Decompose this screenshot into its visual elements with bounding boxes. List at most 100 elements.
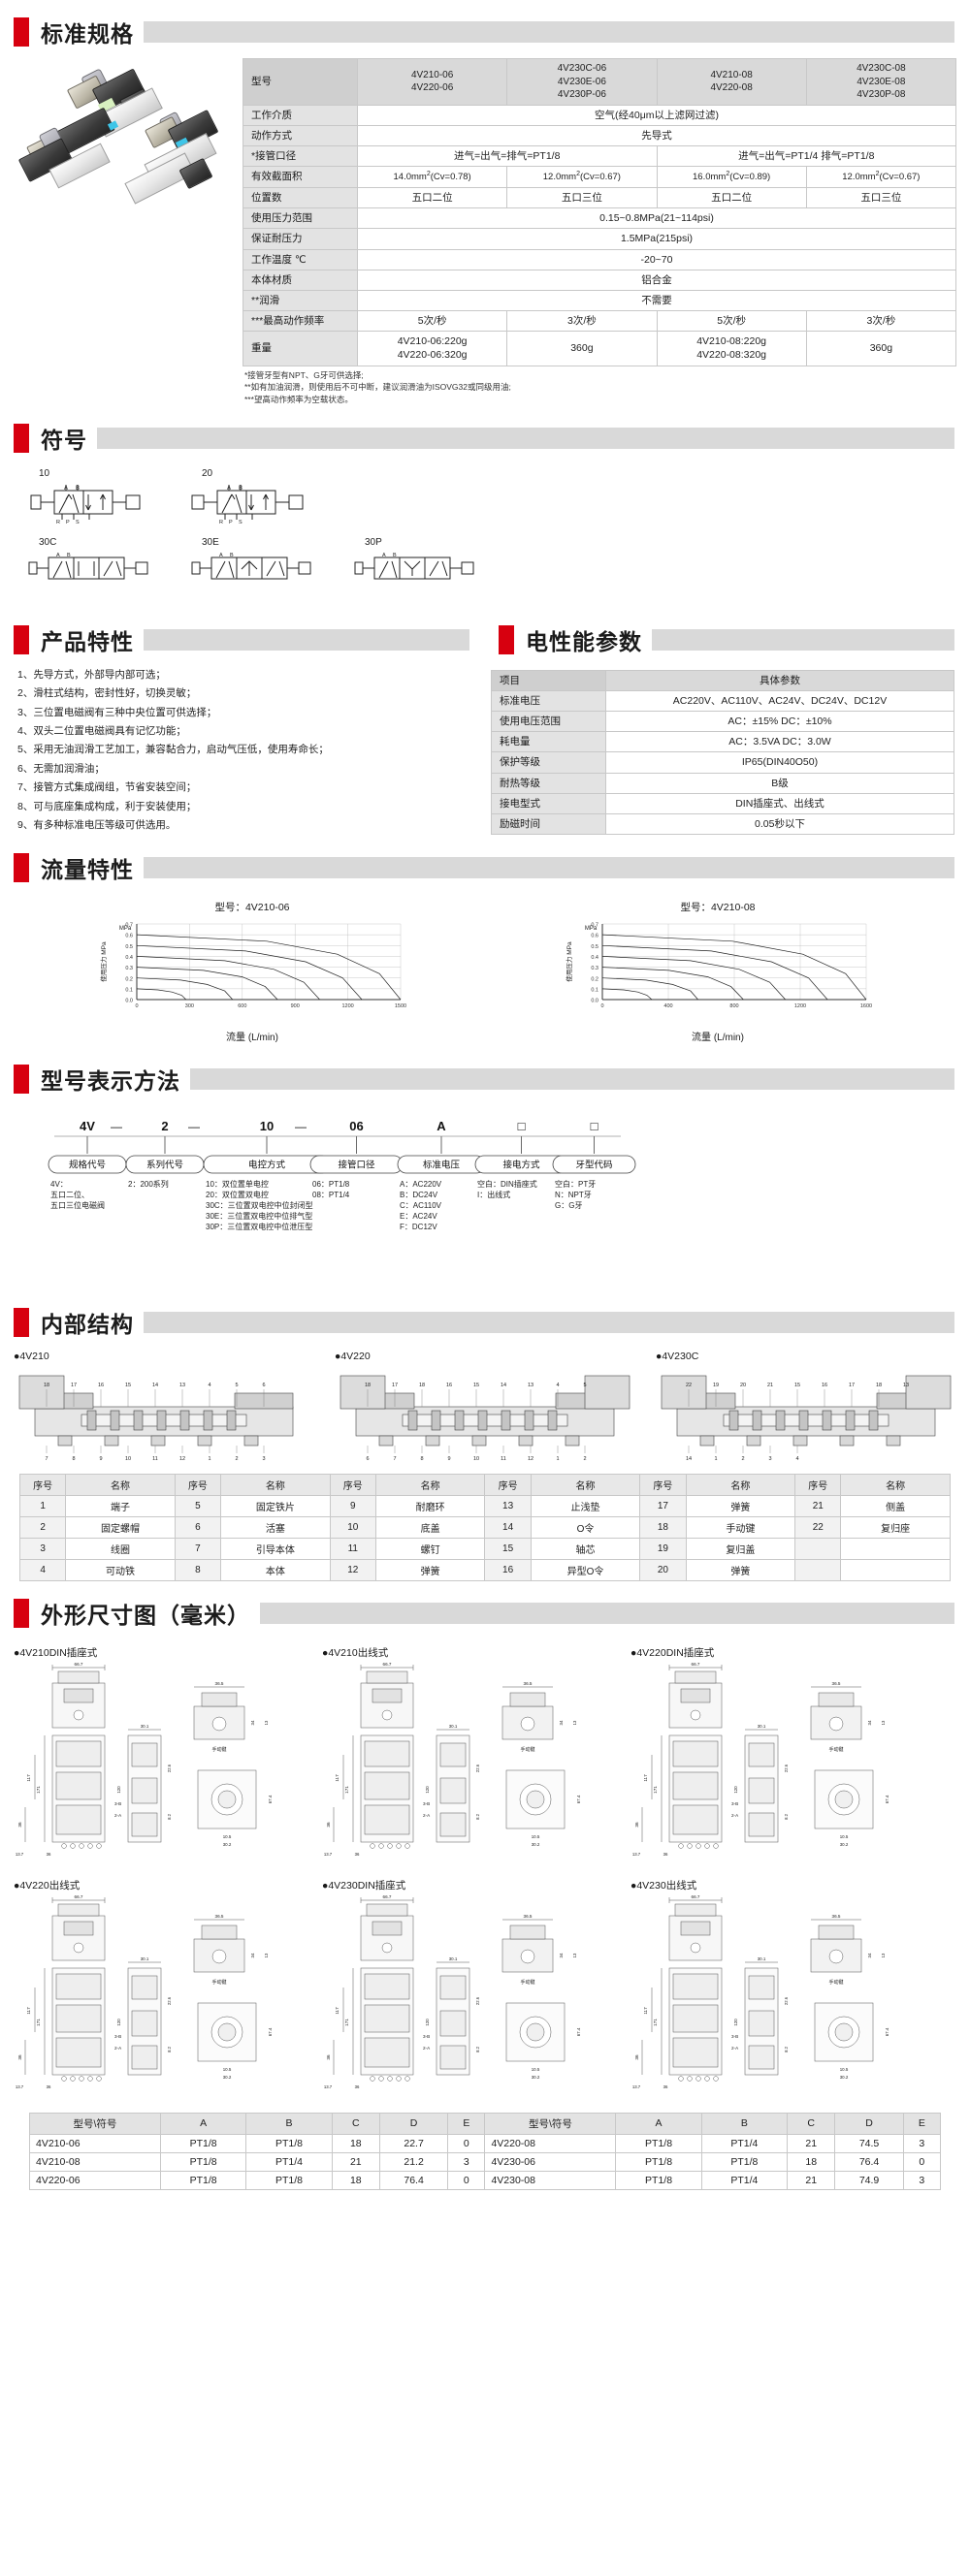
flow-charts: 型号：4V210-06 0.0 0.1 0.2 0.3 0.4 0.5 0.6 0.7 0 300… xyxy=(0,894,970,1047)
svg-text:30.2: 30.2 xyxy=(840,2075,849,2080)
parts-cell xyxy=(794,1537,842,1560)
spec-row-label: 位置数 xyxy=(242,186,358,209)
dim-cell-0: ●4V210DIN插座式 66.7 171 117 36 13.7 36 30.1 120 22… xyxy=(14,1641,322,1870)
feature-item-7: 8、可与底座集成构成，利于安装使用； xyxy=(17,800,197,812)
header-bar xyxy=(144,21,954,43)
svg-text:36.5: 36.5 xyxy=(524,1681,533,1686)
svg-text:30.2: 30.2 xyxy=(840,1842,849,1847)
svg-text:120: 120 xyxy=(425,1785,430,1793)
svg-text:R: R xyxy=(56,520,60,525)
spec-row-value-3: 3次/秒 xyxy=(805,310,957,333)
svg-text:牙型代码: 牙型代码 xyxy=(575,1160,612,1170)
red-tick-icon xyxy=(14,423,29,453)
footnote-1: **如有加油润滑，则使用后不可中断，建议润滑油为ISOVG32或同级用油; xyxy=(244,382,511,393)
svg-text:22.6: 22.6 xyxy=(167,1764,172,1772)
svg-text:□: □ xyxy=(591,1119,598,1133)
chart-title: 型号：4V210-08 xyxy=(680,901,756,913)
feature-item-3: 4、双头二位置电磁阀具有记忆功能； xyxy=(17,725,186,738)
svg-text:171: 171 xyxy=(36,1785,41,1793)
svg-text:B: B xyxy=(393,553,397,558)
spec-row-5: 使用压力范围 0.15~0.8MPa(21~114psi) xyxy=(242,207,956,230)
svg-text:120: 120 xyxy=(733,2018,738,2025)
svg-text:E：AC24V: E：AC24V xyxy=(400,1212,437,1221)
parts-cell: 复归盖 xyxy=(685,1537,796,1560)
svg-text:36: 36 xyxy=(326,1822,331,1828)
svg-text:6: 6 xyxy=(262,1383,265,1388)
parts-cell: 16 xyxy=(484,1558,532,1581)
parts-cell: 固定铁片 xyxy=(220,1494,331,1517)
dim-caption: ●4V210DIN插座式 xyxy=(14,1646,98,1659)
feature-item-8: 9、有多种标准电压等级可供选用。 xyxy=(17,819,177,832)
svg-text:15: 15 xyxy=(125,1383,131,1388)
symbol-10: 10 A B R xyxy=(27,468,153,525)
svg-text:117: 117 xyxy=(335,1773,340,1781)
electrical-tbody: 标准电压 AC220V、AC110V、AC24V、DC24V、DC12V 使用电压范… xyxy=(491,689,954,836)
electrical-row-value: B级 xyxy=(605,772,954,794)
svg-text:1: 1 xyxy=(714,1456,717,1461)
parts-cell: 11 xyxy=(329,1537,376,1560)
spec-row-value-0: 5次/秒 xyxy=(356,310,508,333)
spec-row-4: 位置数 五口二位 五口三位 五口二位 五口三位 xyxy=(242,186,957,209)
parts-cell: 5 xyxy=(174,1494,222,1517)
svg-text:B: B xyxy=(76,486,80,492)
red-tick-icon xyxy=(14,1598,29,1628)
svg-text:□: □ xyxy=(518,1119,526,1133)
dimension-cell: PT1/8 xyxy=(159,2170,247,2190)
electrical-row-1: 使用电压范围 AC：±15% DC：±10% xyxy=(491,711,954,733)
parts-header-9: 名称 xyxy=(685,1473,796,1496)
svg-text:10.5: 10.5 xyxy=(223,1834,232,1839)
parts-cell: 8 xyxy=(174,1558,222,1581)
electrical-row-label: 接电型式 xyxy=(491,792,606,814)
svg-text:3-B: 3-B xyxy=(423,1801,430,1806)
svg-text:8.2: 8.2 xyxy=(784,2046,789,2051)
spec-header-label: 型号 xyxy=(242,58,358,106)
parts-cell: 耐磨环 xyxy=(374,1494,486,1517)
dim-caption: ●4V230出线式 xyxy=(630,1879,697,1892)
svg-text:13.7: 13.7 xyxy=(632,2084,641,2089)
svg-text:0.2: 0.2 xyxy=(125,976,133,982)
dim-caption: ●4V220DIN插座式 xyxy=(630,1646,715,1659)
svg-text:22.6: 22.6 xyxy=(475,1996,480,2005)
parts-cell: 本体 xyxy=(220,1558,331,1581)
spec-row-value: 0.15~0.8MPa(21~114psi) xyxy=(357,207,956,230)
svg-text:接管口径: 接管口径 xyxy=(338,1159,375,1170)
svg-text:1: 1 xyxy=(208,1456,210,1461)
electrical-row-value: AC220V、AC110V、AC24V、DC24V、DC12V xyxy=(605,689,954,713)
electrical-row-4: 耐热等级 B级 xyxy=(491,772,954,794)
svg-text:1500: 1500 xyxy=(395,1003,406,1009)
dimension-col-header-10: D xyxy=(834,2112,904,2135)
header-bar xyxy=(652,628,954,651)
dim-caption: ●4V210出线式 xyxy=(322,1646,389,1659)
svg-text:66.7: 66.7 xyxy=(75,1662,83,1667)
spec-row-6: 保证耐压力 1.5MPa(215psi) xyxy=(242,228,956,250)
spec-row-value-1: 12.0mm2(Cv=0.67) xyxy=(506,166,658,188)
svg-text:30.1: 30.1 xyxy=(758,1956,766,1961)
parts-header-row: 序号 名称 序号 名称 序号 名称 序号 名称 序号 名称 序号 名称 xyxy=(18,1473,951,1496)
svg-text:4: 4 xyxy=(556,1383,559,1388)
parts-cell xyxy=(840,1558,951,1581)
spec-row-value-0: 五口二位 xyxy=(356,186,508,209)
dimension-col-header-6: 型号\符号 xyxy=(484,2112,617,2135)
section-title: 产品特性 xyxy=(41,628,134,654)
svg-text:0.2: 0.2 xyxy=(591,976,598,982)
symbol-30c-icon: A B xyxy=(28,553,148,580)
svg-text:B: B xyxy=(239,486,242,492)
symbol-code: 10 xyxy=(39,467,50,479)
svg-text:0.4: 0.4 xyxy=(591,955,598,961)
svg-text:17: 17 xyxy=(71,1383,77,1388)
feature-item-5: 6、无需加润滑油； xyxy=(17,762,105,775)
svg-text:—: — xyxy=(188,1120,200,1133)
svg-text:—: — xyxy=(111,1120,122,1133)
svg-text:手动键: 手动键 xyxy=(828,1746,843,1753)
section-header-symbol: 符号 xyxy=(14,422,970,455)
symbol-row-1: 10 A B R xyxy=(27,468,970,525)
svg-text:13.7: 13.7 xyxy=(632,1852,641,1857)
svg-text:21: 21 xyxy=(767,1383,773,1388)
dimension-cell: 74.5 xyxy=(834,2133,904,2153)
svg-text:手动键: 手动键 xyxy=(211,1746,226,1753)
dimension-col-header-11: E xyxy=(902,2112,942,2135)
feature-item-2: 3、三位置电磁阀有三种中央位置可供选择； xyxy=(17,706,217,718)
dimension-col-header-8: B xyxy=(700,2112,789,2135)
svg-text:15: 15 xyxy=(794,1383,800,1388)
parts-cell: 端子 xyxy=(65,1494,176,1517)
